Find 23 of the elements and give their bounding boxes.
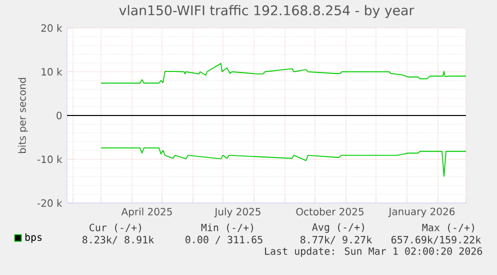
y-tick-label: 20 k — [41, 24, 62, 32]
x-tick-label: April 2025 — [121, 208, 172, 218]
y-tick-label: -20 k — [37, 199, 62, 207]
y-tick-label: 10 k — [42, 68, 62, 76]
text: 657.69k/159.22k — [391, 236, 481, 244]
text: 8.23k/ 8.91k — [82, 236, 154, 244]
y-axis-title: bits per second — [18, 78, 28, 154]
x-tick-label: July 2025 — [214, 208, 260, 218]
x-tick-label: January 2026 — [388, 208, 455, 218]
chart-title: vlan150-WIFI traffic 192.168.8.254 - by year — [119, 5, 414, 18]
y-tick-label: -10 k — [37, 155, 62, 164]
text: Avg (-/+) — [312, 223, 364, 233]
text: Max (-/+) — [422, 224, 474, 232]
line-series — [100, 147, 466, 177]
text: Min (-/+) — [201, 224, 253, 232]
x-tick-label: October 2025 — [296, 208, 364, 216]
line-series — [100, 62, 466, 84]
text: Cur (-/+) — [90, 224, 142, 232]
legend-label: bps — [25, 233, 42, 243]
y-tick-label: 0 — [56, 112, 62, 120]
text: 0.00 / 311.65 — [186, 236, 262, 244]
text: Last update: Sun Mar 1 02:00:20 2026 — [265, 247, 482, 257]
text: 8.77k/ 9.27k — [300, 236, 372, 244]
